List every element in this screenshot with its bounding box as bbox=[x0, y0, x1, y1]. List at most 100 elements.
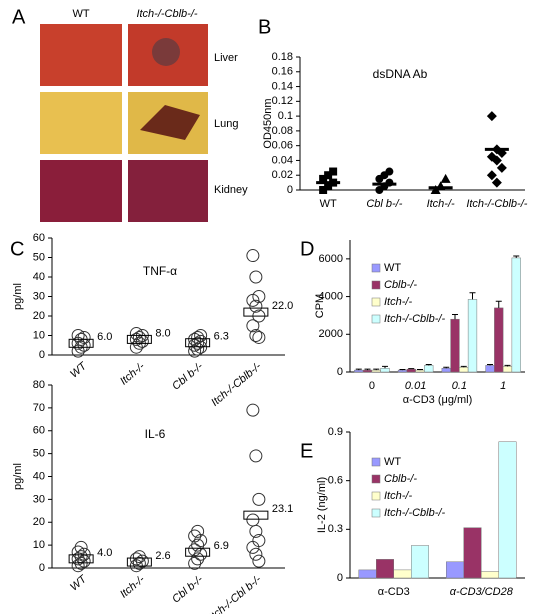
y-tick-label: 0.6 bbox=[328, 475, 343, 487]
point bbox=[191, 552, 205, 566]
x-tick-label: WT bbox=[320, 198, 337, 210]
y-axis-title: CPM bbox=[314, 294, 326, 318]
legend-swatch bbox=[371, 491, 381, 501]
x-tick-label: Itch-/-Cblb-/- bbox=[466, 198, 527, 210]
mean-label: 22.0 bbox=[272, 300, 293, 312]
point bbox=[246, 293, 260, 307]
x-tick-label: Itch-/- bbox=[118, 573, 148, 600]
point bbox=[77, 330, 91, 344]
bar bbox=[358, 569, 377, 579]
y-tick-label: 0 bbox=[39, 349, 45, 361]
bar bbox=[459, 367, 469, 373]
x-tick-label: 0.1 bbox=[452, 380, 467, 392]
point bbox=[188, 556, 202, 570]
point bbox=[440, 173, 451, 183]
legend-swatch bbox=[371, 474, 381, 484]
mean-box bbox=[185, 338, 211, 348]
point bbox=[246, 319, 260, 333]
bar bbox=[450, 318, 460, 373]
error-bar bbox=[355, 368, 362, 371]
row-label: Kidney bbox=[214, 184, 248, 196]
histology-image bbox=[40, 24, 122, 86]
y-tick-label: 6000 bbox=[319, 253, 343, 265]
point bbox=[430, 185, 441, 194]
y-tick-label: 0.3 bbox=[328, 523, 343, 535]
histology-image bbox=[128, 160, 208, 222]
legend-swatch bbox=[371, 280, 381, 290]
bar bbox=[446, 561, 464, 579]
bar bbox=[371, 369, 381, 373]
point bbox=[191, 538, 205, 552]
point bbox=[249, 547, 263, 561]
mean-label: 4.0 bbox=[97, 547, 112, 559]
point bbox=[319, 186, 328, 194]
y-tick-label: 30 bbox=[33, 493, 45, 505]
y-tick-label: 0.08 bbox=[272, 125, 293, 137]
bar bbox=[481, 571, 499, 579]
panel-label: E bbox=[300, 440, 313, 462]
y-tick-label: 50 bbox=[33, 251, 45, 263]
mean-label: 6.3 bbox=[214, 331, 229, 343]
error-bar bbox=[373, 368, 380, 371]
bar bbox=[354, 369, 364, 373]
point bbox=[319, 174, 328, 183]
row-label: Lung bbox=[214, 118, 238, 130]
y-tick-label: 0.04 bbox=[272, 154, 293, 166]
y-tick-label: 0.12 bbox=[272, 95, 293, 107]
y-tick-label: 40 bbox=[33, 470, 45, 482]
point bbox=[252, 492, 266, 506]
x-tick-label: Cbl b-/- bbox=[366, 198, 402, 210]
x-tick-label: Itch-/-Cbl b-/- bbox=[207, 573, 264, 614]
chart-title: dsDNA Ab bbox=[373, 67, 428, 81]
y-tick-label: 70 bbox=[33, 402, 45, 414]
error-bar bbox=[513, 255, 520, 258]
legend-swatch bbox=[371, 297, 381, 307]
point bbox=[252, 554, 266, 568]
error-bar bbox=[399, 369, 406, 371]
point bbox=[129, 327, 143, 341]
x-tick-label: 0 bbox=[369, 380, 375, 392]
y-tick-label: 50 bbox=[33, 448, 45, 460]
x-tick-label: Itch-/- bbox=[118, 360, 148, 387]
lesion bbox=[152, 38, 180, 66]
x-tick-label: 1 bbox=[500, 380, 506, 392]
bar bbox=[511, 257, 521, 373]
mean-box bbox=[243, 510, 269, 520]
panel-label: B bbox=[258, 16, 271, 38]
y-tick-label: 0 bbox=[39, 562, 45, 574]
bar bbox=[463, 527, 482, 579]
point bbox=[249, 449, 263, 463]
y-tick-label: 30 bbox=[33, 290, 45, 302]
bar bbox=[502, 366, 513, 373]
mean-box bbox=[126, 334, 152, 344]
bar bbox=[415, 369, 425, 373]
point bbox=[135, 554, 149, 568]
error-bar bbox=[452, 313, 458, 320]
legend-swatch bbox=[371, 457, 381, 467]
bar bbox=[424, 365, 434, 373]
point bbox=[191, 524, 205, 538]
y-tick-label: 0.14 bbox=[272, 80, 293, 92]
error-bar bbox=[417, 369, 423, 371]
mean-label: 6.9 bbox=[214, 540, 229, 552]
bar bbox=[406, 368, 416, 373]
legend-label: WT bbox=[384, 456, 401, 468]
point bbox=[385, 167, 394, 176]
histology-image bbox=[40, 92, 122, 154]
x-tick-label: 0.01 bbox=[405, 380, 426, 392]
bar bbox=[376, 559, 394, 579]
y-tick-label: 0.18 bbox=[272, 51, 293, 63]
x-tick-label: Itch-/- bbox=[427, 198, 455, 210]
histology-image bbox=[40, 160, 122, 222]
legend-label: Itch-/-Cblb-/- bbox=[384, 507, 445, 519]
y-tick-label: 20 bbox=[33, 310, 45, 322]
point bbox=[194, 334, 208, 348]
point bbox=[71, 545, 85, 559]
point bbox=[132, 556, 146, 570]
point bbox=[252, 330, 266, 344]
legend-label: WT bbox=[384, 262, 401, 274]
x-tick-label: α-CD3 bbox=[378, 586, 410, 598]
point bbox=[246, 513, 260, 527]
point bbox=[486, 111, 497, 122]
legend-label: Cblb-/- bbox=[384, 279, 417, 291]
